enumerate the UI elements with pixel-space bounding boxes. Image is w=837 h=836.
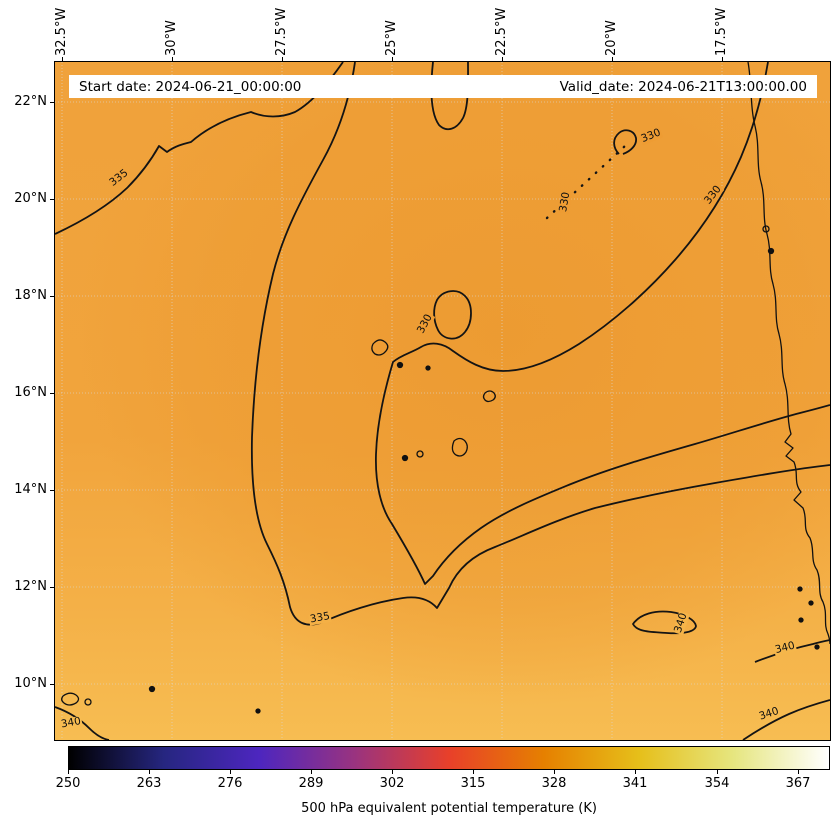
- y-axis-label: 18°N: [14, 288, 47, 303]
- colorbar-tick: [68, 770, 69, 774]
- y-tick: [50, 490, 54, 491]
- filled-field: [55, 62, 830, 740]
- y-tick: [50, 199, 54, 200]
- valid-date-text: Valid_date: 2024-06-21T13:00:00.00: [559, 78, 807, 95]
- colorbar-tick: [635, 770, 636, 774]
- colorbar-tick: [311, 770, 312, 774]
- x-tick: [722, 57, 723, 61]
- x-axis-label: 32.5°W: [54, 7, 69, 56]
- colorbar-tick-label: 250: [55, 776, 81, 791]
- colorbar-tick: [798, 770, 799, 774]
- islands-cape-verde: [371, 339, 496, 462]
- colorbar-tick-label: 263: [136, 776, 162, 791]
- colorbar-tick-label: 341: [622, 776, 648, 791]
- y-tick: [50, 102, 54, 103]
- y-axis-label: 22°N: [14, 94, 47, 109]
- x-tick: [62, 57, 63, 61]
- x-axis-label: 25°W: [384, 20, 399, 56]
- colorbar-tick: [149, 770, 150, 774]
- colorbar-tick-label: 315: [460, 776, 486, 791]
- map-canvas: [55, 62, 830, 740]
- x-tick: [282, 57, 283, 61]
- y-axis-label: 14°N: [14, 482, 47, 497]
- start-date-text: Start date: 2024-06-21_00:00:00: [79, 78, 302, 95]
- y-tick: [50, 393, 54, 394]
- colorbar-tick-label: 367: [785, 776, 811, 791]
- date-banner: Start date: 2024-06-21_00:00:00 Valid_da…: [69, 75, 817, 98]
- colorbar-title: 500 hPa equivalent potential temperature…: [301, 801, 597, 816]
- x-tick: [612, 57, 613, 61]
- colorbar-tick-label: 276: [217, 776, 243, 791]
- x-axis-label: 27.5°W: [274, 7, 289, 56]
- x-tick: [502, 57, 503, 61]
- colorbar-tick-label: 302: [379, 776, 405, 791]
- colorbar-tick: [230, 770, 231, 774]
- y-tick: [50, 684, 54, 685]
- x-tick: [172, 57, 173, 61]
- contours-340: [55, 610, 830, 740]
- map-plot-area: Start date: 2024-06-21_00:00:00 Valid_da…: [54, 61, 831, 741]
- colorbar-tick-label: 289: [298, 776, 324, 791]
- islands-lower-left: [61, 685, 261, 714]
- gridlines: [55, 62, 830, 740]
- x-axis-label: 22.5°W: [494, 7, 509, 56]
- x-axis-label: 20°W: [604, 20, 619, 56]
- y-axis-label: 16°N: [14, 385, 47, 400]
- colorbar-tick: [717, 770, 718, 774]
- colorbar-tick: [473, 770, 474, 774]
- colorbar: [68, 746, 830, 770]
- y-axis-label: 20°N: [14, 191, 47, 206]
- colorbar-tick: [554, 770, 555, 774]
- colorbar-tick-label: 354: [704, 776, 730, 791]
- colorbar-tick: [392, 770, 393, 774]
- x-axis-label: 30°W: [164, 20, 179, 56]
- y-tick: [50, 587, 54, 588]
- colorbar-tick-label: 328: [541, 776, 567, 791]
- x-axis-label: 17.5°W: [714, 7, 729, 56]
- y-tick: [50, 296, 54, 297]
- x-tick: [392, 57, 393, 61]
- coastline: [747, 62, 830, 650]
- y-axis-label: 12°N: [14, 579, 47, 594]
- y-axis-label: 10°N: [14, 676, 47, 691]
